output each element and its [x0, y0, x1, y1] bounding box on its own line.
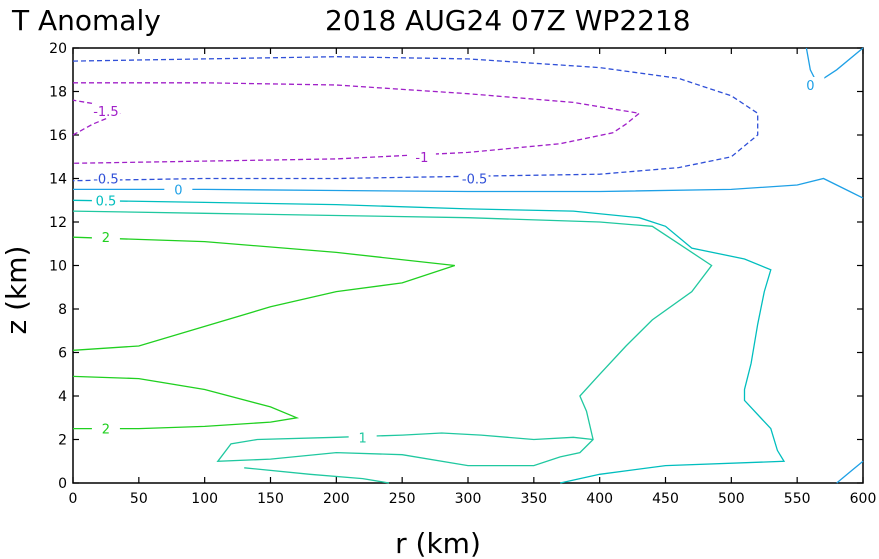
- y-tick-label: 0: [58, 476, 67, 492]
- contour-neg-0-5-label-bg: [91, 170, 120, 186]
- contour-zero-main-label-bg: [164, 181, 193, 197]
- contour-neg-1-label-bg: [407, 148, 436, 164]
- contour-zero-corner-top-label: 0: [806, 79, 814, 94]
- y-tick-label: 4: [58, 389, 67, 405]
- contour-pos-1-line: [72, 210, 713, 467]
- y-tick-label: 12: [49, 215, 67, 231]
- y-axis-label: z (km): [0, 246, 33, 335]
- x-tick-label: 550: [784, 491, 811, 507]
- y-tick-label: 8: [58, 302, 67, 318]
- contour-neg-1-5-label-bg: [91, 103, 120, 119]
- chart-title-left: T Anomaly: [11, 4, 161, 37]
- contour-neg-0-5-line: [72, 56, 759, 182]
- x-tick-label: 250: [389, 491, 416, 507]
- contour-pos-1-label-bg: [348, 429, 377, 445]
- contour-zero-main-line: [73, 177, 864, 199]
- x-tick-label: 100: [191, 491, 218, 507]
- y-tick-label: 18: [49, 85, 67, 101]
- x-tick-label: 600: [850, 491, 877, 507]
- chart-title-right: 2018 AUG24 07Z WP2218: [325, 4, 691, 37]
- contour-neg-1-label: -1: [415, 151, 428, 166]
- y-tick-label: 14: [49, 172, 67, 188]
- contour-pos-2-lower-line: [72, 375, 300, 430]
- x-tick-label: 400: [586, 491, 613, 507]
- contour-neg-1-line: [72, 82, 641, 164]
- x-tick-label: 200: [323, 491, 350, 507]
- contour-zero-main-label: 0: [174, 183, 182, 198]
- x-tick-label: 150: [257, 491, 284, 507]
- contour-zero-corner-bottom-line: [836, 460, 864, 484]
- contour-pos-2-upper-line: [72, 236, 456, 351]
- y-tick-label: 20: [49, 41, 67, 57]
- y-tick-label: 2: [58, 433, 67, 449]
- contour-zero-corner-top-label-bg: [796, 76, 825, 92]
- contour-neg-0-5-second-label-label-bg: [460, 170, 489, 186]
- x-tick-label: 500: [718, 491, 745, 507]
- contour-pos-2-upper-label-bg: [91, 229, 120, 245]
- y-tick-label: 6: [58, 346, 67, 362]
- contour-pos-2-lower-label-bg: [91, 420, 120, 436]
- contour-pos-2-upper-label: 2: [102, 231, 110, 246]
- x-tick-label: 350: [520, 491, 547, 507]
- contour-pos-0-5-line: [72, 199, 786, 484]
- x-tick-label: 450: [652, 491, 679, 507]
- contour-neg-1-5-label: -1.5: [93, 105, 118, 120]
- contour-neg-0-5-label: -0.5: [93, 173, 118, 188]
- contour-pos-0-5-label: 0.5: [96, 194, 117, 209]
- contour-pos-1-bottom-line: [244, 467, 390, 484]
- contour-neg-0-5-second-label-label: -0.5: [462, 173, 487, 188]
- contour-pos-2-lower-label: 2: [102, 423, 110, 438]
- y-tick-label: 10: [49, 259, 67, 275]
- x-tick-label: 0: [69, 491, 78, 507]
- x-tick-label: 300: [455, 491, 482, 507]
- x-axis-label: r (km): [395, 527, 481, 559]
- contour-pos-1-label: 1: [359, 431, 367, 446]
- x-tick-label: 50: [130, 491, 148, 507]
- contour-pos-0-5-label-bg: [91, 192, 120, 208]
- y-tick-label: 16: [49, 128, 67, 144]
- plot-frame: [72, 47, 864, 484]
